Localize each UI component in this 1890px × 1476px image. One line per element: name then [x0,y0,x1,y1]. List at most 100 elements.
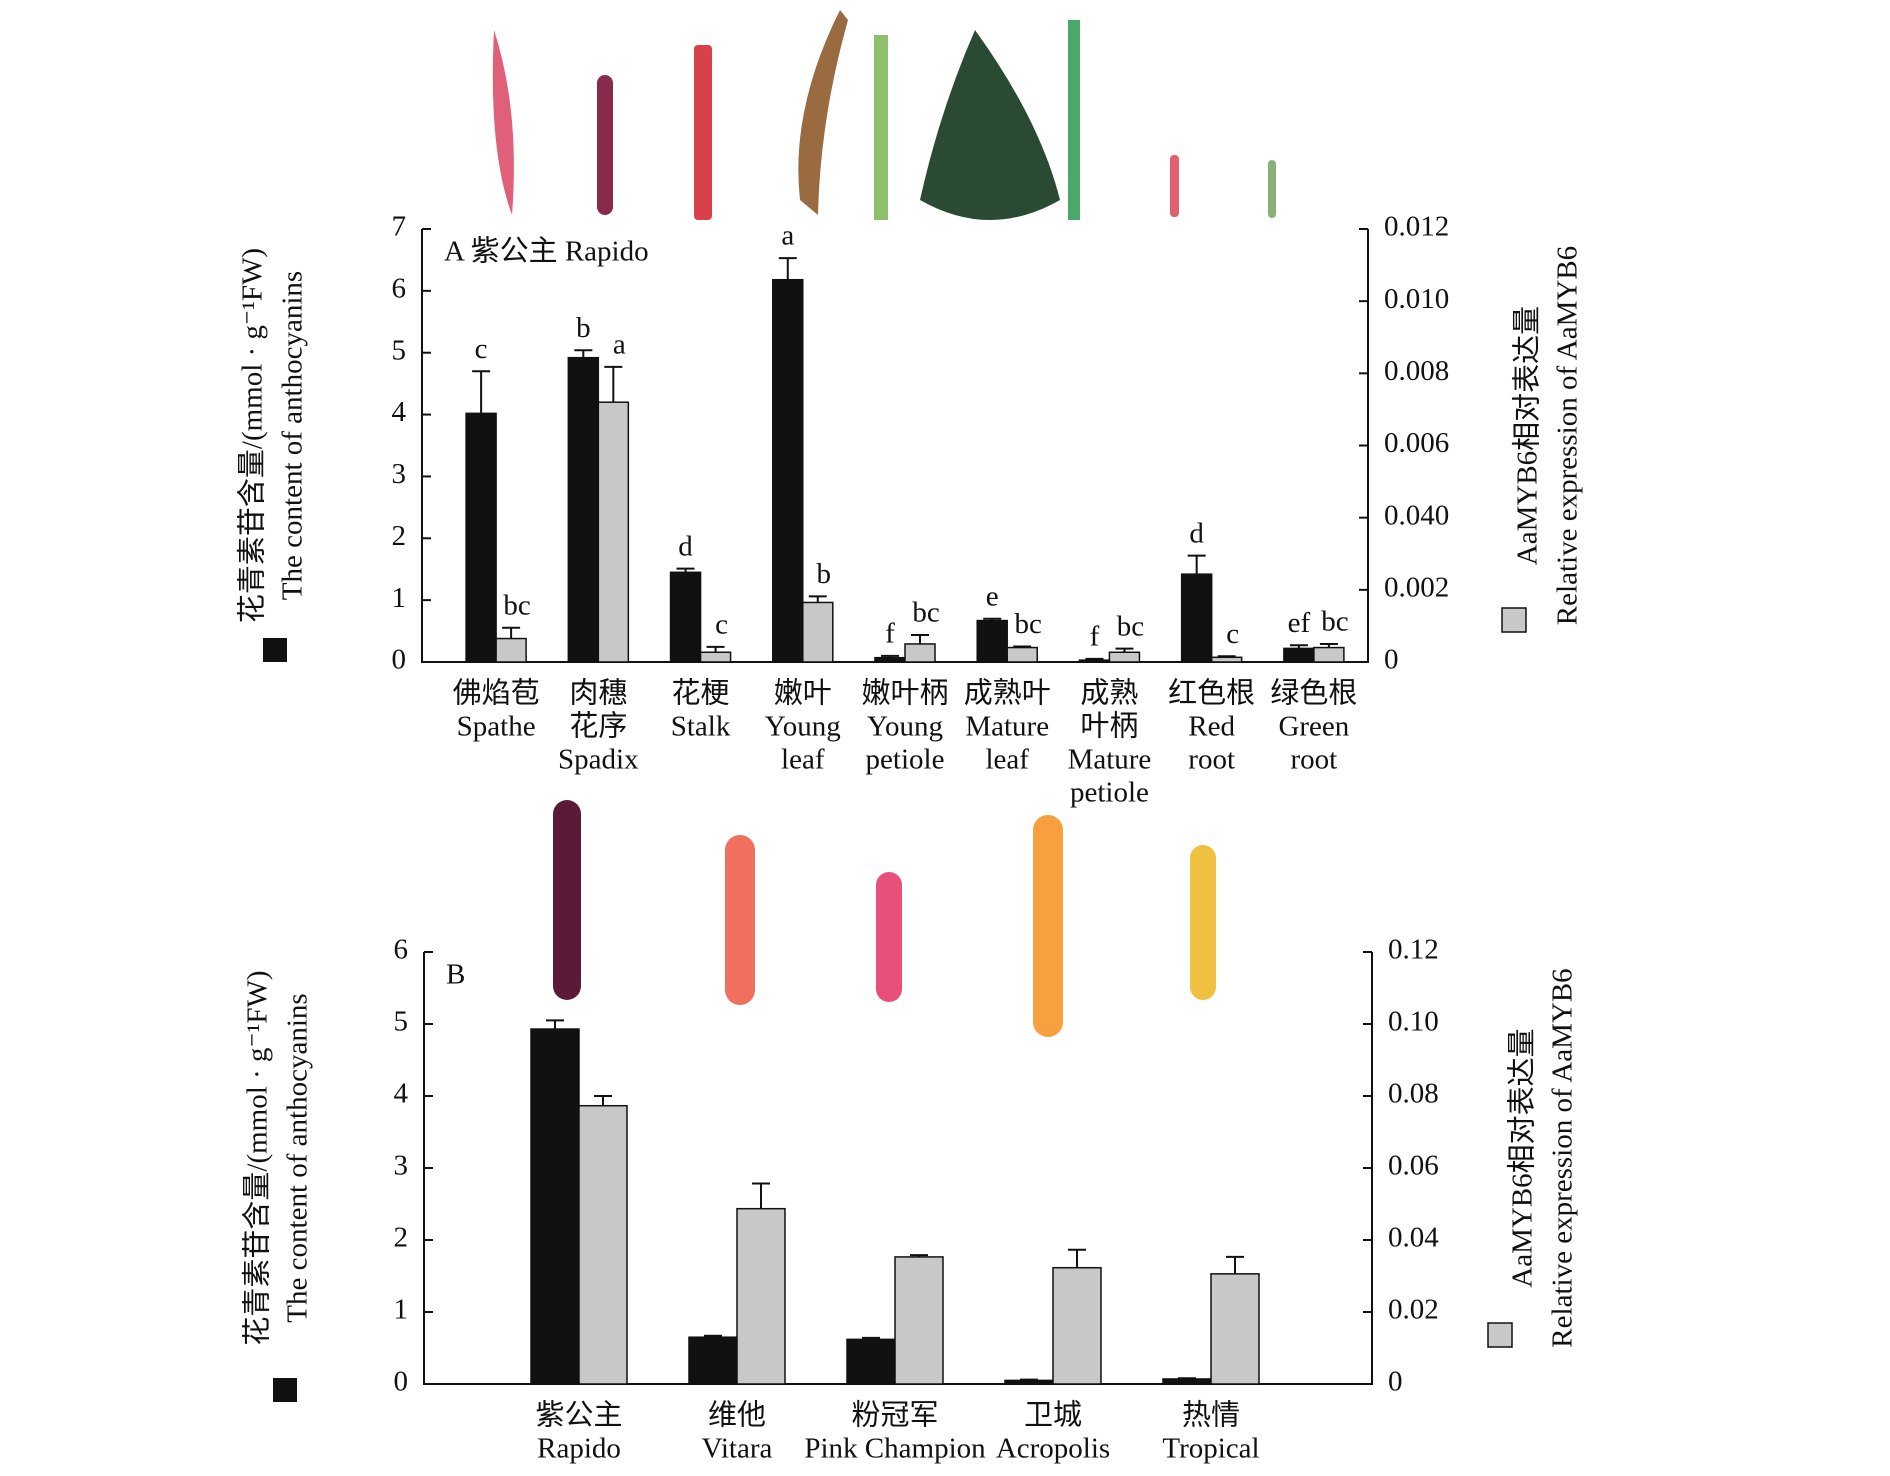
y-tick-label: 4 [392,396,407,428]
y-tick-label: 0 [394,1366,409,1398]
bar [1180,573,1213,663]
bar [1313,646,1345,663]
error-bar [502,626,521,639]
bar [802,601,834,663]
x-tick-label: Spadix [558,744,639,776]
bar [567,356,600,663]
photo-tropical [1190,845,1216,1000]
significance-label: bc [1117,610,1144,642]
bar [736,1207,786,1385]
y-axis-label: 花青素苷含量/(mmol · g⁻¹FW) [236,248,269,623]
y-tick-label: 4 [394,1078,409,1110]
x-tick-label: Tropical [1162,1433,1259,1465]
y-tick-label: 2 [392,520,407,552]
significance-label: d [1189,517,1204,549]
significance-label: a [781,220,794,252]
significance-label: d [678,530,693,562]
bar [846,1338,896,1385]
y-tick-label: 7 [392,211,407,243]
error-bar [604,365,623,403]
error-bar [706,645,725,653]
bar [1210,656,1243,663]
bar [597,401,630,663]
x-tick-label: 卫城 [1024,1399,1082,1432]
x-tick-label: Vitara [702,1433,773,1465]
y-axis-label: The content of anthocyanins [282,993,314,1322]
significance-label: c [475,333,488,365]
legend-swatch [1501,607,1527,633]
significance-label: e [986,580,999,612]
y2-axis-label: Relative expression of AaMYB6 [1552,246,1584,625]
y2-tick-label: 0.04 [1388,1222,1439,1254]
significance-label: ef [1288,607,1311,639]
y-tick-label: 1 [394,1294,409,1326]
error-bar [594,1095,612,1106]
significance-label: f [1090,621,1100,653]
photo-spadix [597,75,613,215]
error-bar [1226,1255,1244,1274]
x-tick-label: 肉穗 [569,677,627,710]
bar [699,651,732,663]
axis-frame [421,229,1369,663]
significance-label: bc [1015,608,1042,640]
y2-tick-label: 0.040 [1384,499,1449,531]
y2-tick-label: 0.012 [1384,211,1449,243]
y2-tick-label: 0 [1388,1366,1403,1398]
error-bar [472,370,491,414]
bar [1108,651,1141,663]
y2-axis-label: AaMYB6相对表达量 [1511,306,1544,565]
significance-label: b [817,558,832,590]
significance-label: bc [503,589,530,621]
error-bar [911,633,929,644]
x-tick-label: 红色根 [1168,677,1255,710]
photo-rapido [553,800,581,1000]
x-tick-label: petiole [866,744,945,776]
y-tick-label: 0 [392,644,407,676]
y-tick-label: 6 [394,934,409,966]
y-axis-label: The content of anthocyanins [277,271,309,600]
y-tick-label: 3 [394,1150,409,1182]
error-bar [752,1182,770,1209]
y2-tick-label: 0 [1384,644,1399,676]
y2-tick-label: 0.10 [1388,1006,1439,1038]
bar [495,637,527,663]
bar [1210,1273,1260,1385]
bar [1283,647,1315,663]
bar [1078,659,1111,663]
photo-green-root [1268,160,1276,218]
specimen-photos [492,10,1276,1037]
x-tick-label: root [1291,744,1338,776]
photo-young-petiole [874,35,888,220]
significance-label: b [576,312,591,344]
photo-mature-leaf [920,30,1060,220]
x-tick-label: root [1188,744,1235,776]
x-tick-label: leaf [985,744,1029,776]
bar [530,1028,580,1385]
photo-young-leaf [798,10,848,215]
x-tick-label: 花梗 [672,677,730,710]
y-tick-label: 5 [394,1006,409,1038]
legend-swatch [273,1378,297,1402]
x-tick-label: leaf [781,744,825,776]
y-tick-label: 2 [394,1222,409,1254]
bar [688,1336,738,1385]
y-axis-label: 花青素苷含量/(mmol · g⁻¹FW) [241,970,274,1345]
legend-swatch [1487,1322,1513,1348]
x-tick-label: Acropolis [996,1433,1110,1465]
y2-tick-label: 0.02 [1388,1294,1439,1326]
panel-label: A 紫公主 Rapido [444,235,649,268]
photo-stalk [694,45,712,220]
x-tick-label: Mature [1068,744,1152,776]
x-tick-label: 维他 [708,1399,766,1432]
photo-vitara [725,835,755,1005]
error-bar [546,1019,564,1030]
x-tick-label: 花序 [569,710,627,743]
bar [578,1104,628,1385]
x-tick-label: 嫩叶 [774,677,832,710]
error-bar [808,595,827,603]
y-tick-label: 1 [392,582,407,614]
x-tick-label: Young [867,711,943,743]
x-tick-label: 成熟叶 [964,677,1051,710]
y2-axis-label: AaMYB6相对表达量 [1506,1028,1539,1287]
